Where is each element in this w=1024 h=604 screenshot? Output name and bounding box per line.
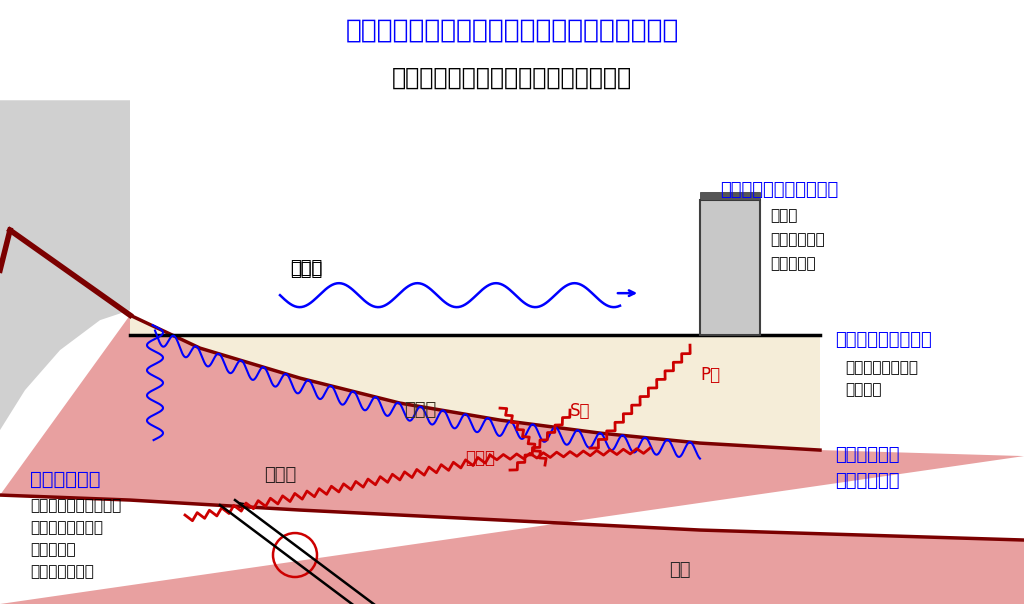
Text: S波: S波: [570, 402, 591, 420]
Bar: [700, 192, 760, 200]
Polygon shape: [130, 315, 820, 450]
Text: ・地震発生の規模頻度: ・地震発生の規模頻度: [30, 498, 121, 513]
Text: 表層地盤による増幅: 表層地盤による増幅: [835, 331, 932, 349]
Text: 洪積層: 洪積層: [264, 466, 296, 484]
Text: ・震源からの距離: ・震源からの距離: [30, 520, 103, 535]
Text: 沖積層: 沖積層: [403, 401, 436, 419]
Text: 動的相互作用: 動的相互作用: [835, 472, 899, 490]
Text: ・地盤の非線形性: ・地盤の非線形性: [845, 360, 918, 375]
Text: ・粘性減衰: ・粘性減衰: [770, 256, 816, 271]
Text: 各段階において評価技術が発展・普及: 各段階において評価技術が発展・普及: [392, 66, 632, 90]
Text: ・周期毎の成分: ・周期毎の成分: [30, 564, 94, 579]
Text: ・伝播経路: ・伝播経路: [30, 542, 76, 557]
Text: ・質量: ・質量: [770, 208, 798, 223]
Text: 表面波: 表面波: [290, 259, 323, 277]
Text: 岩盤: 岩盤: [670, 561, 691, 579]
Text: 実体波: 実体波: [465, 449, 495, 467]
Text: ・液状化: ・液状化: [845, 382, 882, 397]
Text: 表面波: 表面波: [290, 261, 323, 279]
Bar: [700, 200, 760, 335]
Polygon shape: [0, 100, 130, 430]
Text: 地盤と建物の: 地盤と建物の: [835, 446, 899, 464]
Text: 地震動の把握: 地震動の把握: [30, 470, 100, 489]
Text: P波: P波: [700, 366, 720, 384]
Text: ・復元力特性: ・復元力特性: [770, 232, 824, 247]
Polygon shape: [0, 315, 1024, 604]
Text: 構造物の振動性状の把握: 構造物の振動性状の把握: [720, 181, 839, 199]
Text: 地震発生から揺れが建物に伝わるところまでの: 地震発生から揺れが建物に伝わるところまでの: [345, 17, 679, 43]
